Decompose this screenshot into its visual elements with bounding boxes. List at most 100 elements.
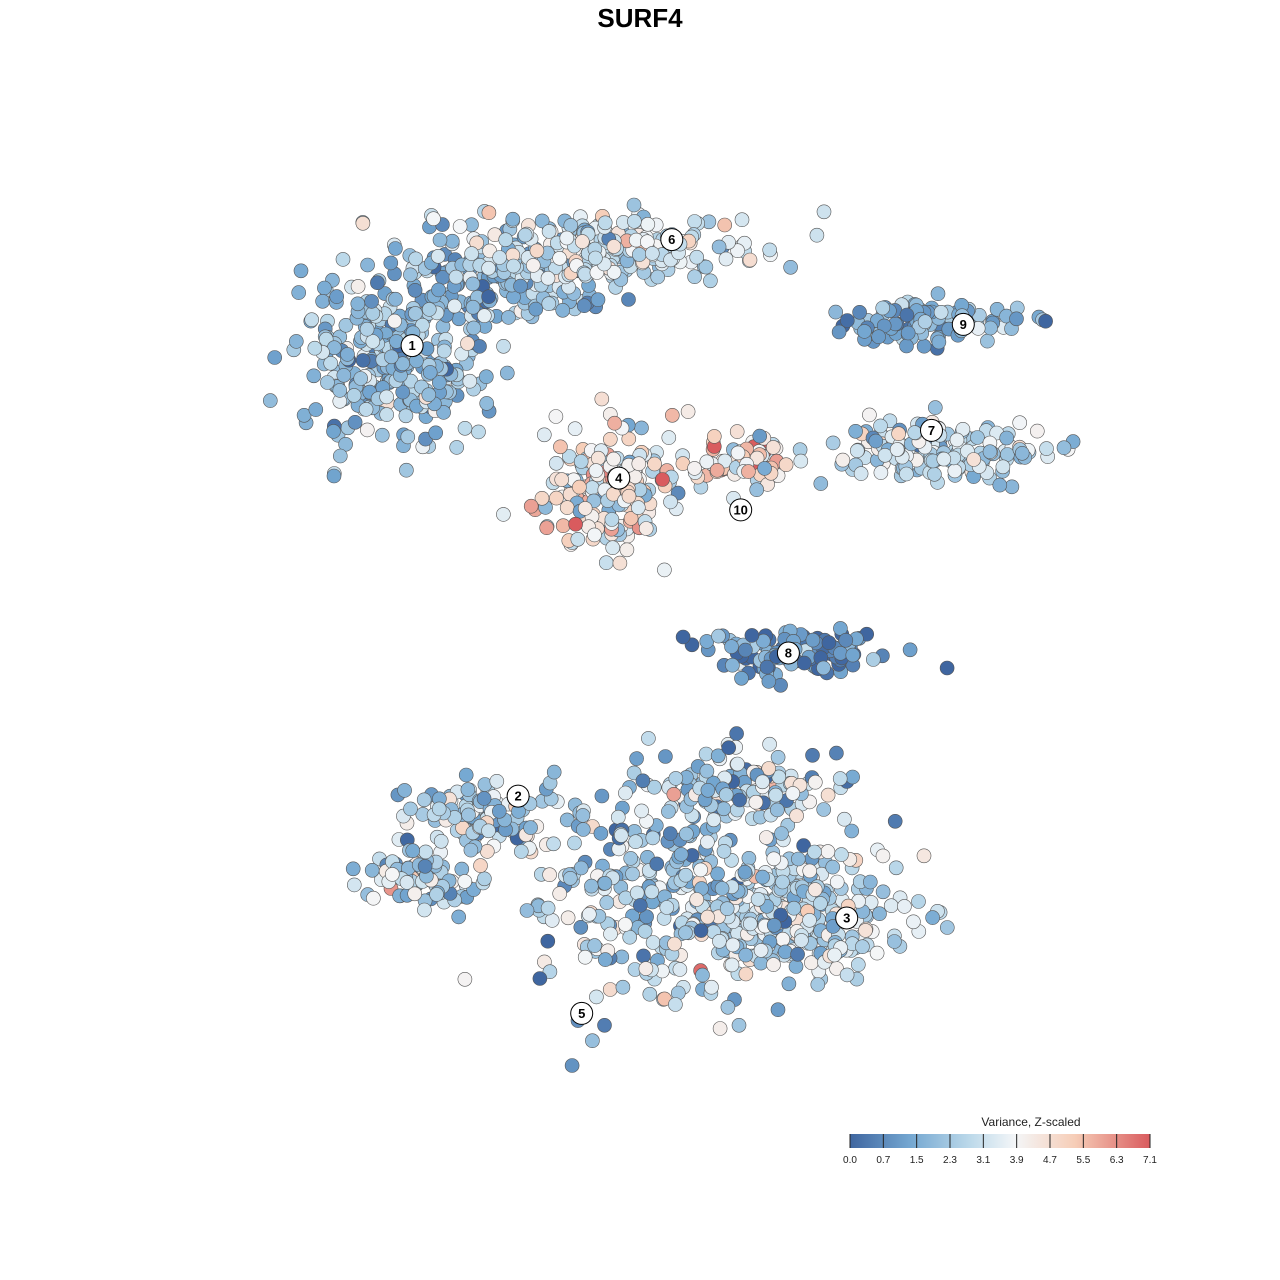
data-point (755, 869, 770, 885)
data-point (678, 867, 694, 883)
data-point (834, 847, 849, 862)
data-point (966, 452, 982, 467)
data-point (562, 870, 578, 886)
data-point (451, 311, 467, 327)
legend-tick-label: 1.5 (910, 1155, 924, 1166)
data-point (465, 276, 481, 292)
data-point (629, 751, 644, 766)
data-point (345, 861, 361, 877)
cluster-label-text: 7 (928, 423, 935, 438)
data-point (762, 242, 778, 258)
data-point (730, 445, 746, 461)
data-point (939, 660, 955, 676)
data-point (837, 811, 852, 827)
data-point (532, 971, 548, 986)
data-point (820, 844, 836, 859)
data-point (711, 239, 727, 255)
cluster-label-badge (400, 334, 424, 358)
data-point (332, 383, 348, 398)
data-point (642, 986, 658, 1002)
data-point (623, 851, 639, 866)
data-point (430, 248, 446, 264)
cluster-label-10: 10 (729, 498, 753, 522)
cluster-label-text: 1 (408, 338, 415, 353)
data-point (505, 211, 521, 227)
data-point (607, 415, 622, 431)
data-point (778, 457, 794, 473)
data-point (612, 555, 628, 571)
data-point (581, 906, 597, 922)
data-point (730, 243, 745, 258)
data-point (829, 745, 844, 761)
data-point (597, 875, 613, 891)
data-point (858, 923, 873, 938)
data-point (588, 250, 603, 266)
data-point (408, 306, 423, 321)
data-point (828, 304, 844, 320)
data-point (554, 472, 570, 487)
data-point (304, 312, 320, 328)
data-point (421, 302, 437, 317)
data-point (749, 482, 765, 498)
data-point (769, 802, 785, 818)
data-point (418, 844, 434, 860)
cluster-label-badge (776, 641, 800, 665)
data-point (407, 282, 423, 298)
data-point (888, 860, 904, 876)
data-point (794, 933, 809, 948)
data-point (433, 833, 449, 849)
cluster-label-3: 3 (835, 906, 859, 930)
data-point (489, 773, 505, 789)
data-point (781, 976, 797, 992)
data-point (875, 300, 891, 316)
data-point (850, 957, 866, 972)
data-point (982, 444, 998, 460)
data-point (820, 787, 836, 803)
data-point (481, 823, 496, 839)
data-point (710, 748, 726, 764)
data-point (513, 278, 528, 294)
data-point (902, 642, 918, 658)
data-point (729, 726, 744, 741)
data-point (810, 977, 826, 992)
data-point (693, 862, 709, 878)
data-point (873, 418, 888, 434)
data-point (650, 269, 666, 285)
data-point (770, 749, 786, 765)
data-point (777, 944, 793, 960)
data-point (317, 280, 332, 296)
legend-tick-label: 5.5 (1076, 1155, 1090, 1166)
data-point (693, 923, 709, 938)
data-point (597, 215, 613, 231)
data-point (605, 540, 621, 556)
data-point (768, 787, 784, 803)
data-point (687, 461, 702, 476)
data-point (729, 424, 745, 439)
data-point (573, 860, 589, 876)
data-point (541, 296, 557, 312)
data-point (706, 429, 722, 444)
data-point (559, 230, 575, 246)
data-point (590, 292, 606, 308)
data-point (661, 430, 677, 445)
data-point (477, 871, 492, 887)
data-point (549, 490, 564, 506)
data-point (744, 628, 760, 643)
data-point (466, 320, 482, 336)
data-point (868, 433, 884, 449)
data-point (619, 542, 635, 558)
data-point (559, 812, 575, 828)
data-point (366, 890, 381, 906)
data-point (293, 263, 309, 279)
cluster-label-5: 5 (570, 1001, 594, 1025)
data-point (816, 204, 832, 220)
data-point (897, 899, 912, 914)
data-point (714, 881, 730, 896)
data-point (585, 1033, 600, 1048)
cluster-label-badge (729, 498, 753, 522)
data-point (288, 334, 304, 349)
data-point (617, 917, 633, 932)
data-point (753, 955, 769, 971)
data-point (326, 424, 341, 439)
data-point (862, 874, 878, 890)
